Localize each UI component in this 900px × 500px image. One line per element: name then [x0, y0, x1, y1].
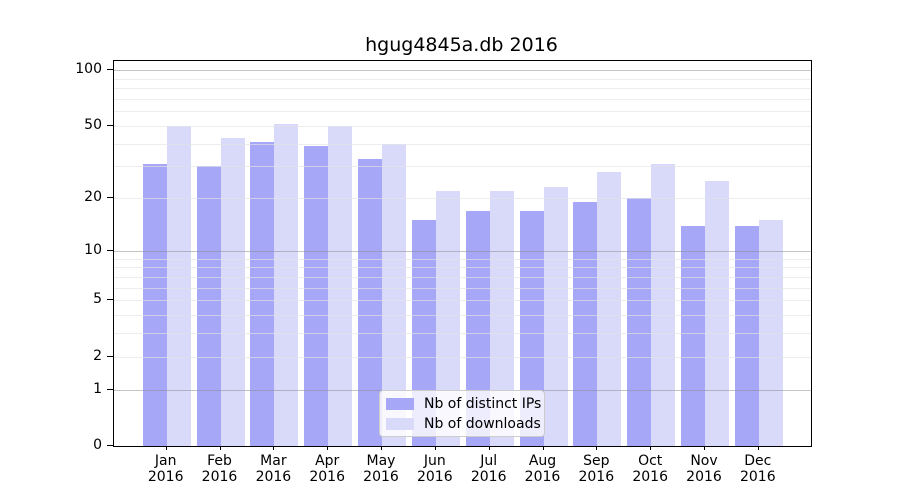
bar-nb-of-distinct-ips-nov-2016: [681, 225, 705, 446]
x-tick-jun-2016: [434, 445, 436, 450]
x-tick-label-jan-2016: Jan 2016: [147, 453, 184, 485]
gridline-minor-50: [114, 125, 811, 127]
bar-nb-of-downloads-nov-2016: [705, 180, 729, 446]
y-tick-label-0: 0: [93, 437, 102, 453]
y-tick-label-20: 20: [84, 189, 102, 206]
x-tick-label-oct-2016: Oct 2016: [632, 453, 668, 485]
bar-nb-of-downloads-mar-2016: [274, 124, 299, 446]
gridline-minor-5: [114, 300, 811, 302]
legend-entry-nb-of-distinct-ips: Nb of distinct IPs: [386, 395, 542, 412]
y-tick-0: [107, 445, 113, 446]
x-tick-label-sep-2016: Sep 2016: [578, 453, 615, 485]
gridline-minor-3: [114, 333, 811, 335]
y-tick-1: [107, 388, 113, 390]
x-tick-feb-2016: [219, 445, 221, 450]
x-tick-dec-2016: [757, 445, 759, 450]
x-tick-label-jul-2016: Jul 2016: [470, 453, 507, 485]
x-tick-label-feb-2016: Feb 2016: [201, 453, 238, 485]
legend-label-nb-of-downloads: Nb of downloads: [424, 415, 541, 432]
y-tick-label-10: 10: [84, 241, 102, 258]
y-tick-label-1: 1: [93, 380, 102, 397]
legend-swatch-nb-of-downloads: [386, 417, 414, 430]
bar-nb-of-downloads-jan-2016: [166, 125, 191, 446]
bar-nb-of-distinct-ips-sep-2016: [573, 202, 598, 446]
bar-nb-of-downloads-aug-2016: [543, 187, 568, 446]
gridline-minor-9: [114, 258, 811, 260]
gridline-minor-30: [114, 166, 811, 168]
bar-nb-of-distinct-ips-oct-2016: [627, 198, 652, 446]
legend-swatch-nb-of-distinct-ips: [386, 397, 414, 410]
bar-nb-of-downloads-sep-2016: [597, 171, 622, 446]
x-tick-label-may-2016: May 2016: [363, 453, 399, 485]
gridline-minor-20: [114, 198, 811, 200]
gridline-minor-8: [114, 267, 811, 269]
gridline-minor-7: [114, 276, 811, 278]
gridline-minor-6: [114, 287, 811, 289]
y-tick-20: [107, 197, 113, 199]
bar-nb-of-distinct-ips-feb-2016: [196, 166, 221, 446]
x-tick-jan-2016: [165, 445, 167, 450]
y-tick-label-2: 2: [93, 347, 102, 364]
x-tick-mar-2016: [273, 445, 275, 450]
y-tick-label-100: 100: [75, 61, 102, 78]
x-tick-label-dec-2016: Dec 2016: [739, 453, 776, 485]
x-tick-may-2016: [381, 445, 382, 450]
legend-label-nb-of-distinct-ips: Nb of distinct IPs: [424, 395, 542, 412]
x-tick-label-aug-2016: Aug 2016: [524, 453, 561, 485]
gridline-minor-2: [114, 356, 811, 358]
plot-area: [113, 60, 812, 447]
bar-nb-of-distinct-ips-may-2016: [358, 158, 382, 446]
gridline-major-100: [114, 70, 811, 72]
x-tick-label-mar-2016: Mar 2016: [255, 453, 292, 485]
y-tick-label-50: 50: [84, 116, 102, 133]
bar-nb-of-downloads-feb-2016: [220, 137, 245, 446]
gridline-minor-60: [114, 111, 811, 113]
x-tick-label-apr-2016: Apr 2016: [309, 453, 345, 485]
x-tick-nov-2016: [704, 445, 705, 450]
legend-entry-nb-of-downloads: Nb of downloads: [386, 415, 541, 432]
bar-nb-of-distinct-ips-jan-2016: [142, 163, 167, 446]
x-tick-sep-2016: [596, 445, 598, 450]
gridline-minor-40: [114, 143, 811, 145]
chart-title: hgug4845a.db 2016: [365, 34, 558, 56]
x-tick-apr-2016: [327, 445, 329, 450]
x-tick-oct-2016: [650, 445, 652, 450]
gridline-minor-80: [114, 88, 811, 90]
y-tick-label-5: 5: [93, 291, 102, 308]
y-tick-50: [107, 124, 113, 126]
y-tick-5: [107, 299, 113, 301]
y-tick-100: [107, 69, 113, 71]
x-tick-jul-2016: [488, 445, 490, 450]
gridline-minor-90: [114, 78, 811, 80]
bar-nb-of-downloads-oct-2016: [651, 163, 676, 446]
bar-nb-of-distinct-ips-dec-2016: [734, 225, 759, 446]
x-tick-label-nov-2016: Nov 2016: [686, 453, 722, 485]
gridline-minor-70: [114, 98, 811, 100]
y-tick-2: [107, 355, 113, 357]
bar-nb-of-distinct-ips-apr-2016: [304, 145, 329, 446]
bar-nb-of-distinct-ips-mar-2016: [250, 141, 275, 446]
y-tick-10: [107, 249, 113, 251]
legend: Nb of distinct IPs Nb of downloads: [379, 390, 545, 437]
gridline-major-10: [114, 250, 811, 252]
x-tick-aug-2016: [542, 445, 544, 450]
bar-nb-of-downloads-apr-2016: [328, 125, 353, 446]
x-tick-label-jun-2016: Jun 2016: [416, 453, 453, 485]
gridline-minor-4: [114, 314, 811, 316]
